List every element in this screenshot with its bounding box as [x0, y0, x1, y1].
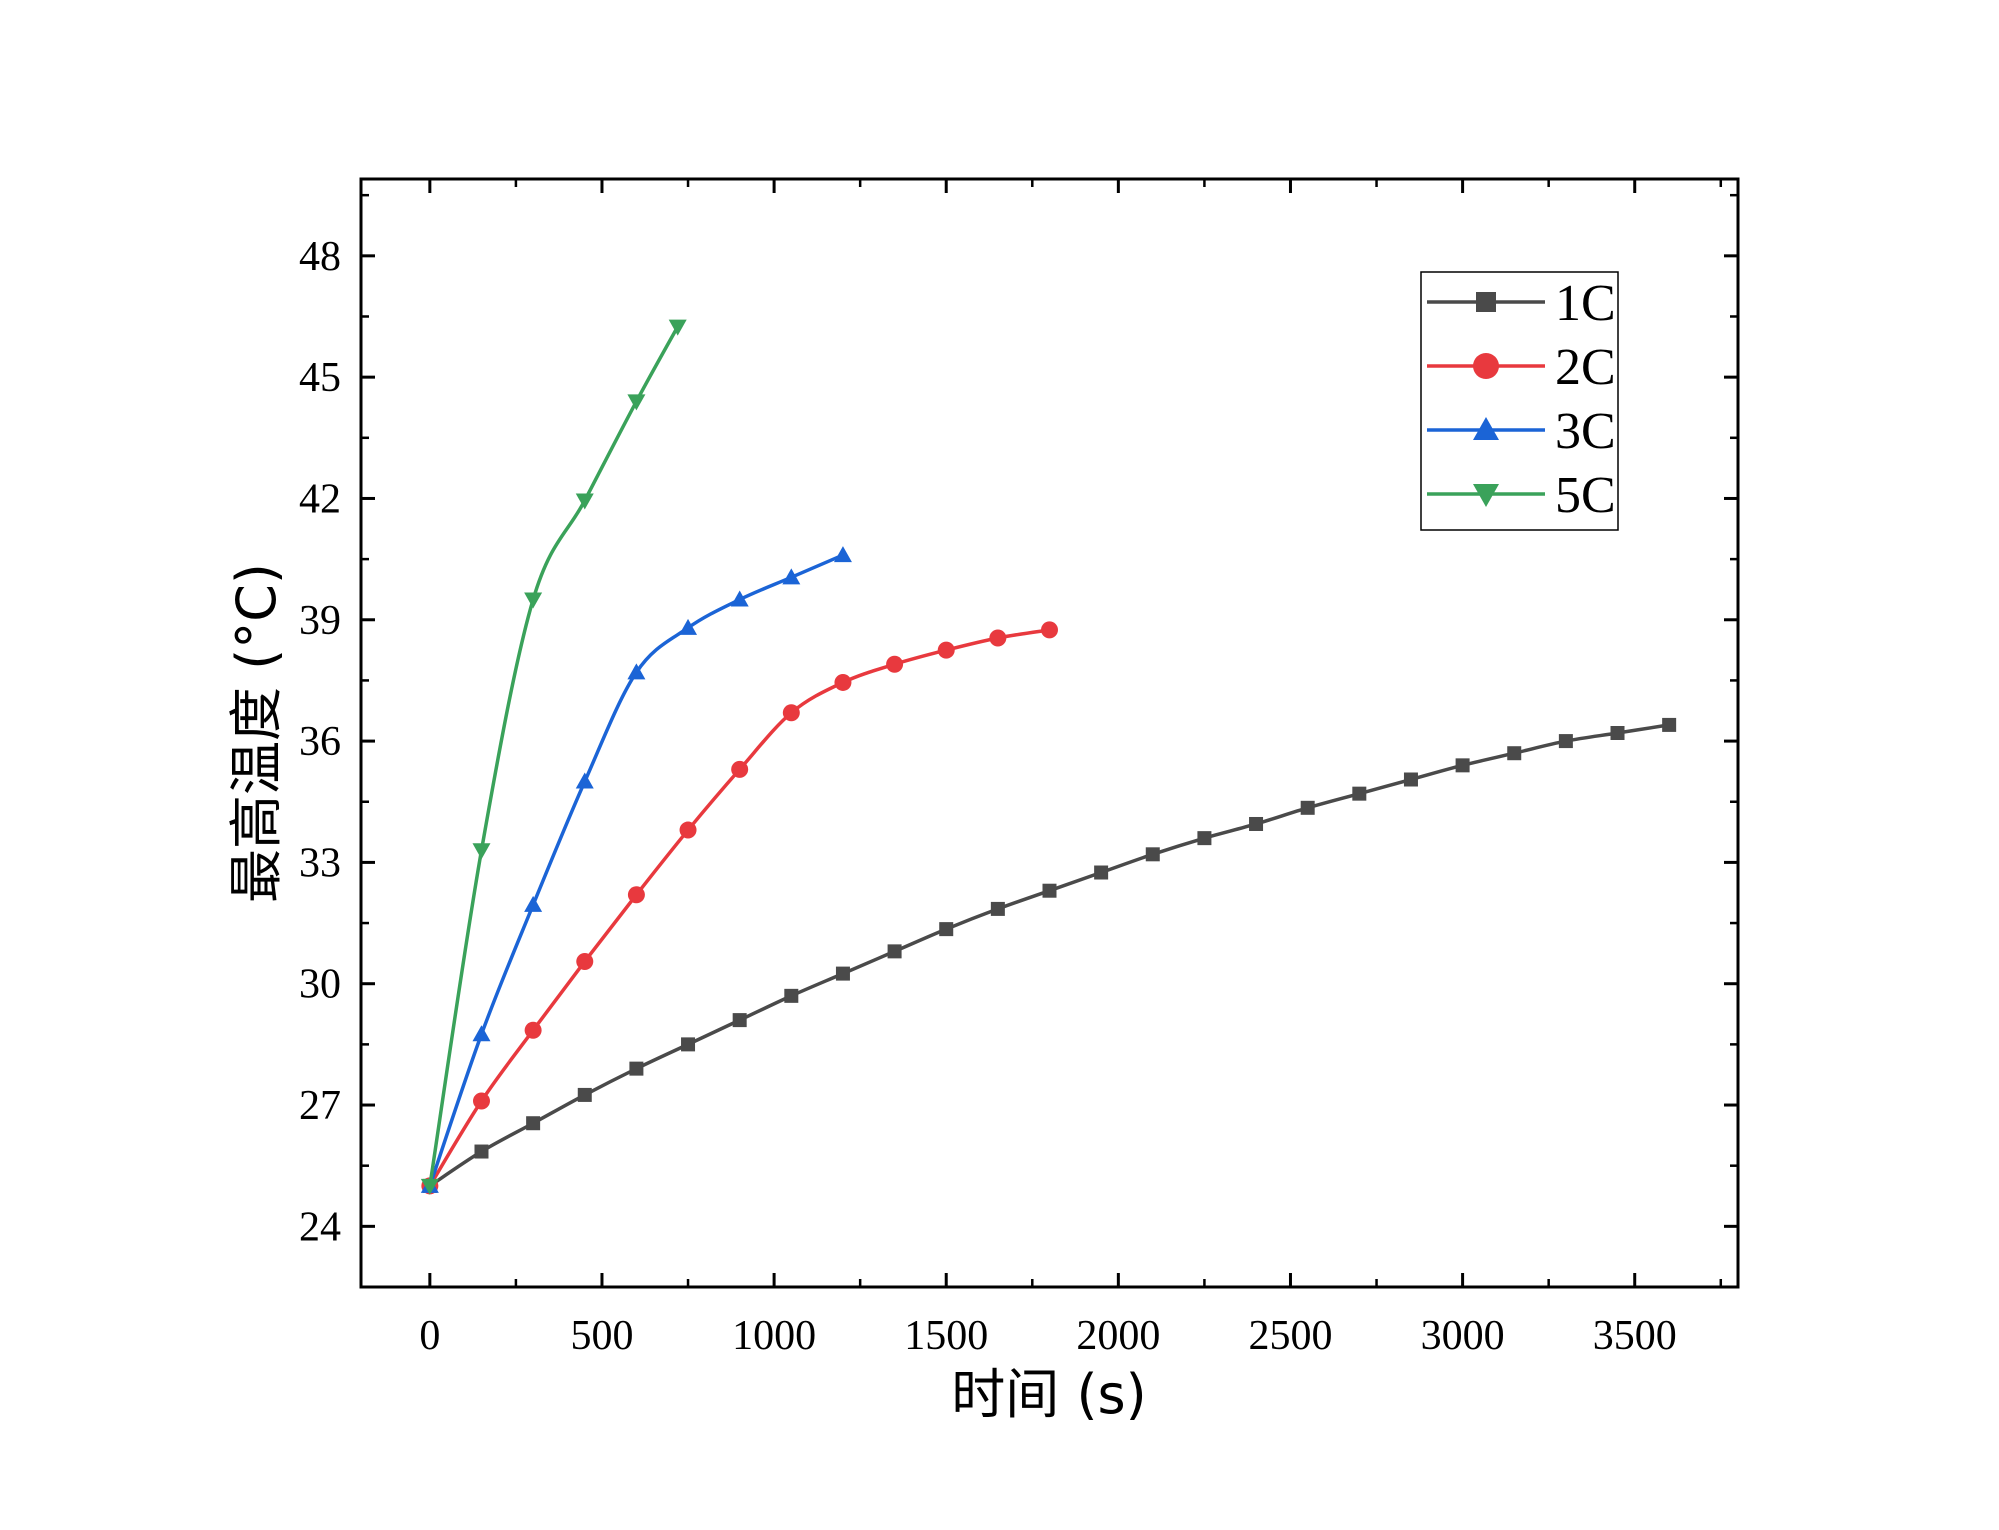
legend-label-1C: 1C: [1555, 275, 1616, 332]
data-point-3C: [472, 1025, 491, 1042]
data-point-3C: [679, 618, 698, 635]
y-tick-label: 45: [299, 355, 341, 401]
data-point-2C: [937, 641, 955, 659]
data-point-5C: [472, 843, 491, 860]
data-point-1C: [1352, 786, 1367, 801]
data-point-1C: [1507, 746, 1522, 761]
x-tick-label: 2000: [1076, 1313, 1160, 1359]
data-point-1C: [1558, 734, 1573, 749]
data-point-1C: [835, 966, 850, 981]
data-point-1C: [887, 944, 902, 959]
y-tick-label: 48: [299, 234, 341, 280]
data-point-2C: [782, 704, 800, 722]
data-point-5C: [575, 493, 594, 510]
data-point-3C: [627, 663, 646, 680]
x-tick-label: 500: [570, 1313, 633, 1359]
data-point-1C: [629, 1061, 644, 1076]
data-point-2C: [524, 1021, 542, 1039]
data-point-3C: [575, 772, 594, 789]
legend-frame: [1420, 271, 1619, 531]
series-1C: [422, 717, 1677, 1193]
data-point-1C: [939, 922, 954, 937]
data-point-2C: [627, 886, 645, 904]
data-point-5C: [627, 394, 646, 411]
data-point-2C: [989, 629, 1007, 647]
y-tick-label: 30: [299, 962, 341, 1008]
data-point-2C: [576, 952, 594, 970]
legend-marker-5C: [1473, 484, 1499, 507]
data-point-5C: [668, 319, 687, 336]
data-point-1C: [577, 1087, 592, 1102]
data-point-1C: [1610, 726, 1625, 740]
x-tick-label: 3500: [1593, 1313, 1677, 1359]
data-point-1C: [732, 1013, 747, 1028]
series-5C: [420, 319, 687, 1195]
x-tick-label: 1000: [732, 1313, 816, 1359]
data-point-2C: [834, 673, 852, 691]
data-point-3C: [730, 590, 749, 607]
series-layer: [420, 319, 1677, 1195]
data-point-1C: [474, 1144, 489, 1159]
data-point-1C: [681, 1037, 696, 1052]
data-point-1C: [1403, 772, 1418, 787]
legend-marker-3C: [1473, 417, 1499, 440]
plot-area-frame: [359, 177, 1740, 1289]
series-2C: [421, 621, 1058, 1195]
series-line-2C: [428, 628, 1050, 1187]
y-tick-label: 24: [299, 1204, 341, 1250]
x-axis-title: 时间 (s): [951, 1363, 1146, 1426]
data-point-2C: [472, 1092, 490, 1110]
data-point-2C: [1041, 621, 1058, 639]
y-tick-label: 42: [299, 476, 341, 522]
series-line-1C: [428, 723, 1670, 1188]
x-tick-label: 2500: [1248, 1313, 1332, 1359]
data-point-2C: [886, 655, 904, 673]
legend-label-3C: 3C: [1555, 403, 1616, 460]
data-point-1C: [1249, 816, 1264, 831]
y-tick-label: 33: [299, 840, 341, 886]
data-point-1C: [990, 901, 1005, 916]
data-point-1C: [526, 1116, 541, 1131]
data-point-1C: [784, 988, 799, 1003]
x-tick-label: 3000: [1421, 1313, 1505, 1359]
data-point-5C: [524, 592, 543, 609]
legend-label-2C: 2C: [1555, 339, 1616, 396]
data-point-1C: [1197, 831, 1212, 846]
x-tick-label: 1500: [904, 1313, 988, 1359]
data-point-3C: [524, 895, 543, 912]
data-point-1C: [1300, 800, 1315, 815]
data-point-1C: [1662, 717, 1677, 732]
y-axis: 24 27 30 33 36 39 42 45 48: [299, 193, 1738, 1250]
data-point-3C: [782, 568, 801, 585]
x-tick-label: 0: [419, 1313, 440, 1359]
y-tick-label: 36: [299, 719, 341, 765]
data-point-2C: [731, 760, 749, 778]
legend: 1C 2C 3C 5C: [1420, 271, 1619, 531]
y-tick-label: 27: [299, 1083, 341, 1129]
data-point-1C: [1455, 758, 1470, 773]
x-axis: 0 500 1000 1500 2000 2500 3000 3500: [419, 179, 1723, 1359]
data-point-1C: [1145, 847, 1160, 862]
legend-marker-1C: [1476, 292, 1496, 312]
data-point-2C: [679, 821, 697, 839]
data-point-3C: [833, 546, 852, 563]
data-point-1C: [1094, 865, 1109, 880]
data-point-5C: [420, 1178, 439, 1195]
legend-label-5C: 5C: [1555, 467, 1616, 524]
y-tick-label: 39: [299, 598, 341, 644]
series-line-3C: [428, 553, 844, 1187]
series-line-5C: [428, 325, 680, 1187]
data-point-1C: [1042, 883, 1057, 898]
legend-marker-2C: [1473, 353, 1499, 379]
y-axis-title: 最高温度 (°C): [225, 563, 288, 903]
